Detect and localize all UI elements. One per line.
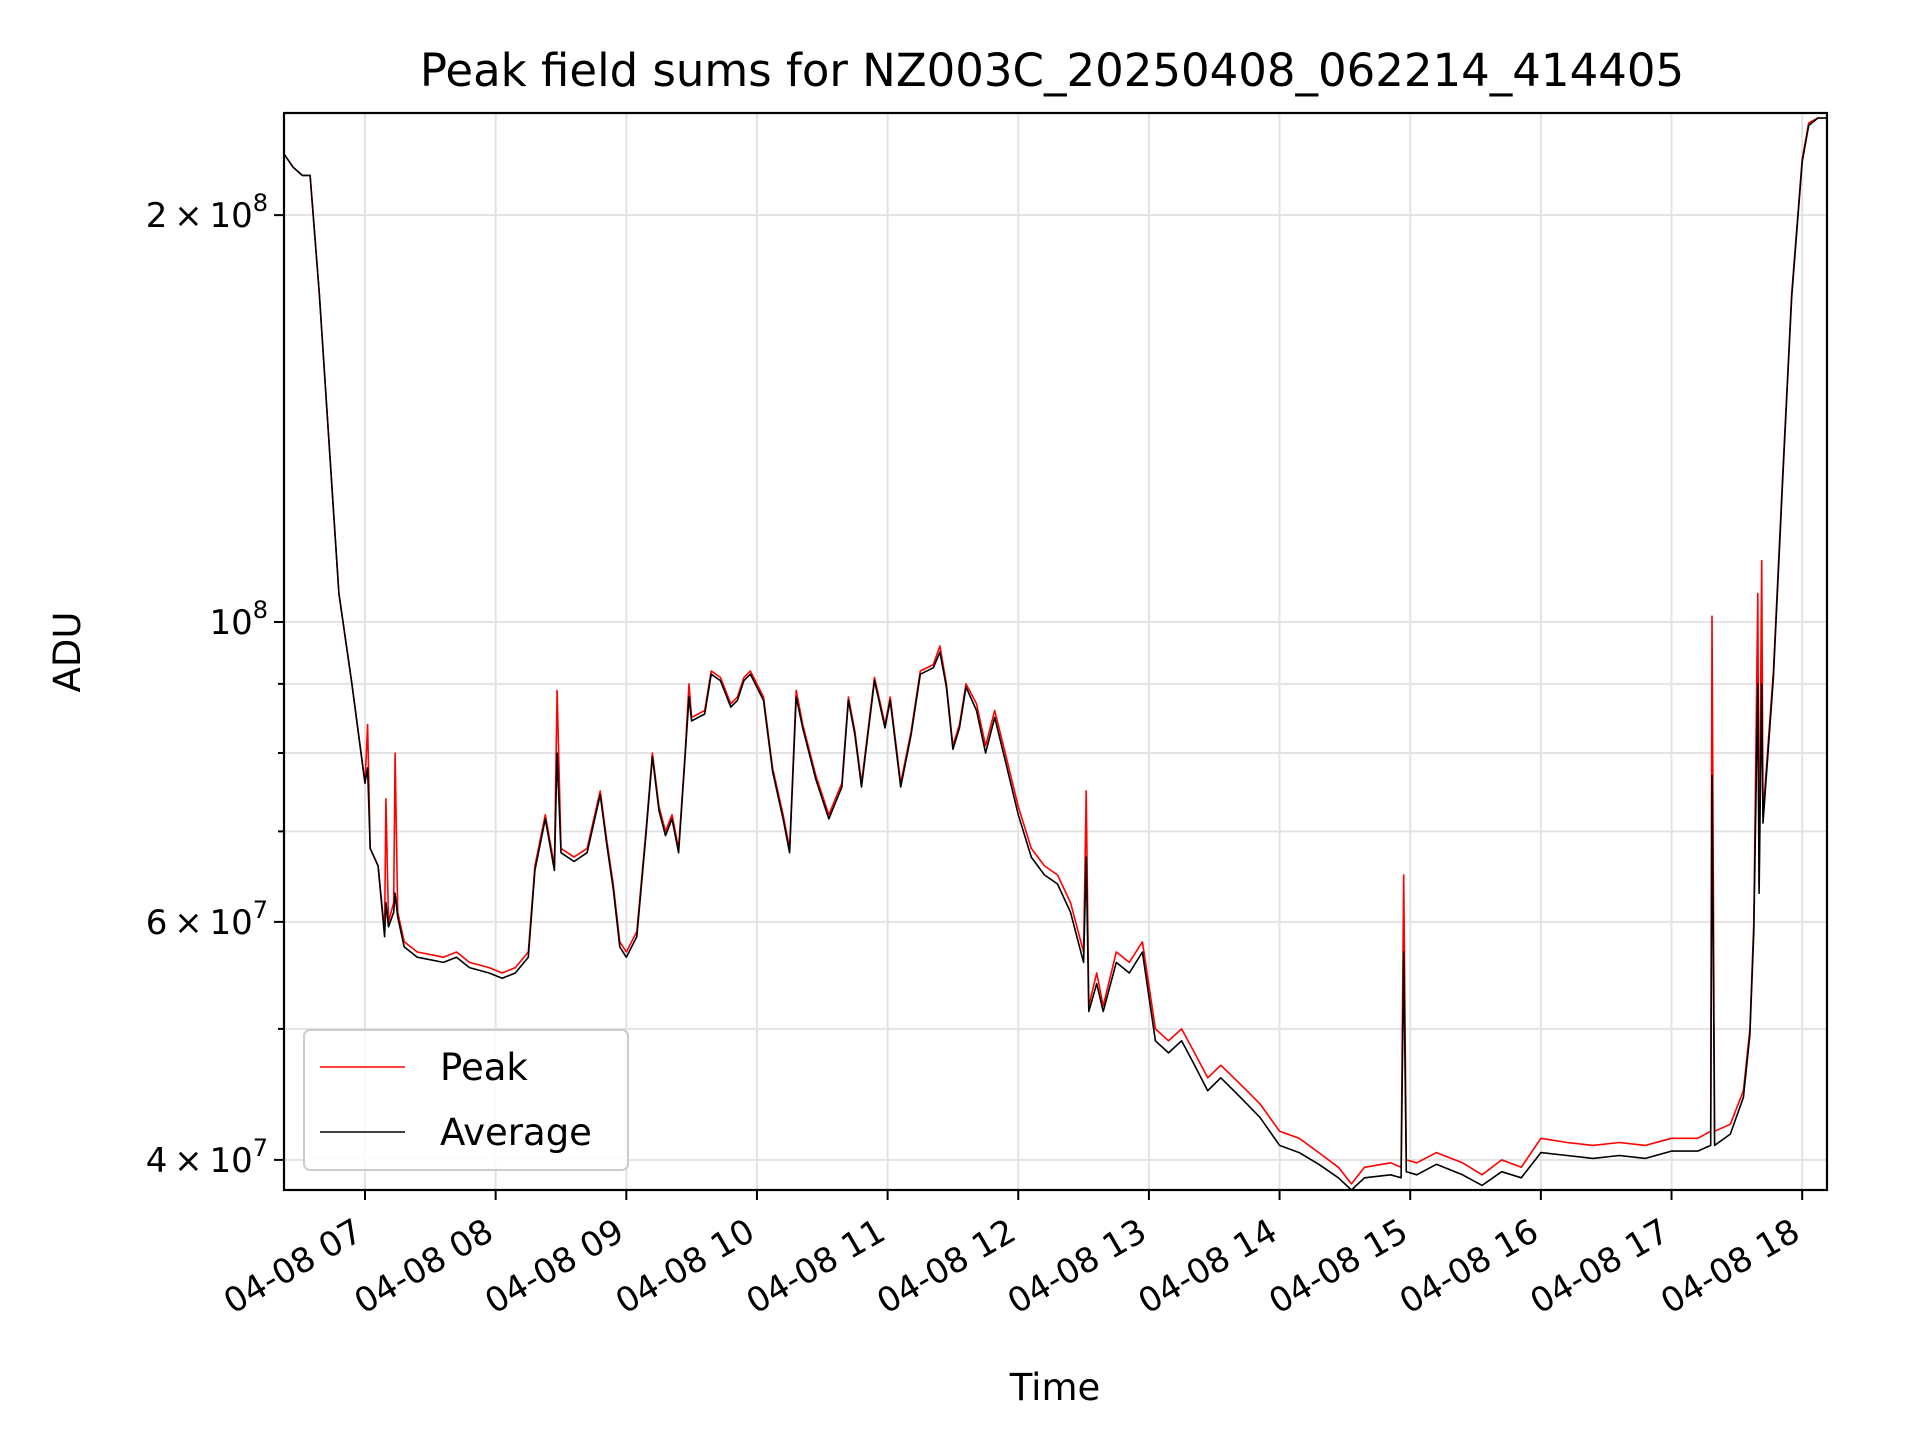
legend-box <box>303 1029 629 1171</box>
y-tick-label: 2 × 108 <box>146 189 268 236</box>
legend-label-peak: Peak <box>440 1046 528 1089</box>
plot-frame <box>282 111 1829 1192</box>
y-tick-label: 6 × 107 <box>146 896 268 943</box>
grid-lines <box>284 113 1827 1190</box>
y-axis-ticks: 4 × 107 6 × 107 108 2 × 108 <box>146 189 284 1181</box>
series-line-peak <box>283 117 1827 1185</box>
series-layer <box>283 117 1827 1191</box>
legend-label-average: Average <box>440 1111 592 1154</box>
chart-title: Peak field sums for NZ003C_20250408_0622… <box>420 44 1684 97</box>
y-tick-label: 4 × 107 <box>146 1134 268 1181</box>
x-axis-label: Time <box>1009 1366 1101 1409</box>
series-line-average <box>283 117 1827 1191</box>
y-axis-label: ADU <box>46 612 89 693</box>
y-tick-label: 108 <box>209 596 268 643</box>
legend: Peak Average <box>303 1029 629 1171</box>
